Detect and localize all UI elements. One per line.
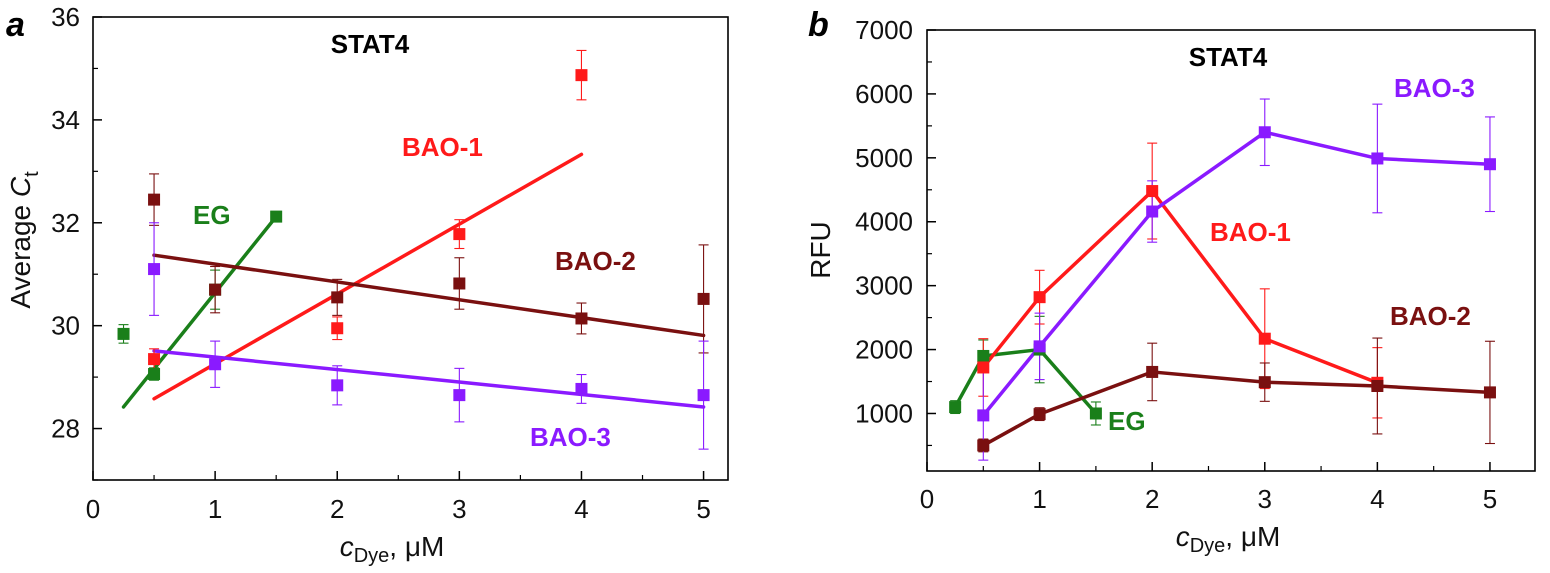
bao-1-data-point bbox=[453, 228, 466, 241]
bao-3-data-point bbox=[1146, 205, 1159, 218]
bao-2-data-point bbox=[331, 291, 344, 304]
y-tick-label: 4000 bbox=[855, 207, 913, 237]
y-tick-label: 5000 bbox=[855, 143, 913, 173]
bao-2-data-point bbox=[209, 283, 222, 296]
bao-1-data-point bbox=[331, 322, 344, 335]
x-tick-label: 0 bbox=[86, 494, 100, 524]
bao-2-series-line bbox=[982, 370, 1491, 447]
bao-3-data-point bbox=[1483, 158, 1496, 171]
bao-1-data-point bbox=[1258, 332, 1271, 345]
eg-series-line bbox=[953, 347, 1098, 415]
bao-2-data-point bbox=[453, 277, 466, 290]
bao-1-data-point bbox=[977, 361, 990, 374]
panel-b-plot-frame bbox=[926, 29, 1536, 472]
panel-b-title: STAT4 bbox=[1189, 42, 1268, 72]
y-tick-label: 28 bbox=[51, 414, 80, 444]
bao-3-series-line bbox=[981, 130, 1491, 417]
bao-2-data-point bbox=[575, 312, 588, 325]
bao-2-data-point bbox=[1371, 379, 1384, 392]
bao-3-series-label: BAO-3 bbox=[530, 422, 611, 452]
bao-1-data-point bbox=[575, 69, 588, 82]
panel-a-title: STAT4 bbox=[331, 29, 410, 59]
panel-b-points bbox=[949, 126, 1496, 452]
panel-a-xlabel: cDye, μM bbox=[340, 531, 445, 567]
bao-2-data-point bbox=[1258, 376, 1271, 389]
bao-3-series-label: BAO-3 bbox=[1394, 73, 1475, 103]
y-tick-label: 34 bbox=[51, 105, 80, 135]
eg-data-point bbox=[1089, 407, 1102, 420]
bao-3-data-point bbox=[331, 379, 344, 392]
y-tick-label: 6000 bbox=[855, 79, 913, 109]
panel-b-series-lines bbox=[953, 130, 1491, 447]
eg-data-point bbox=[117, 327, 130, 340]
bao-3-data-point bbox=[1371, 152, 1384, 165]
panel-b-ticks: 0 1 2 3 4 5 1000 2000 3000 4000 5000 6000 7000 bbox=[855, 15, 1497, 514]
panel-a-ylabel: Average Ct bbox=[5, 171, 43, 309]
y-tick-label: 32 bbox=[51, 208, 80, 238]
panel-a-letter: a bbox=[6, 6, 25, 44]
bao-3-data-point bbox=[575, 382, 588, 395]
bao-2-data-point bbox=[977, 439, 990, 452]
bao-1-data-point bbox=[148, 353, 161, 366]
panel-a-plot-frame bbox=[92, 16, 729, 481]
x-tick-label: 0 bbox=[920, 484, 934, 514]
y-tick-label: 1000 bbox=[855, 398, 913, 428]
x-tick-label: 4 bbox=[1370, 484, 1384, 514]
y-tick-label: 3000 bbox=[855, 271, 913, 301]
x-tick-label: 4 bbox=[574, 494, 588, 524]
panel-a-series-labels: EG BAO-1 BAO-2 BAO-3 bbox=[193, 132, 636, 452]
x-tick-label: 1 bbox=[1032, 484, 1046, 514]
bao-2-data-point bbox=[697, 292, 710, 305]
bao-3-data-point bbox=[697, 389, 710, 402]
panel-b-error-bars bbox=[950, 98, 1495, 461]
y-tick-label: 30 bbox=[51, 311, 80, 341]
eg-data-point bbox=[270, 210, 283, 223]
x-tick-label: 2 bbox=[1145, 484, 1159, 514]
x-tick-label: 1 bbox=[208, 494, 222, 524]
bao-3-data-point bbox=[1033, 340, 1046, 353]
bao-3-data-point bbox=[1258, 126, 1271, 139]
eg-data-point bbox=[148, 368, 161, 381]
bao-2-data-point bbox=[1033, 408, 1046, 421]
bao-1-data-point bbox=[1146, 185, 1159, 198]
bao-1-series-label: BAO-1 bbox=[1210, 217, 1291, 247]
bao-3-fit-line bbox=[152, 349, 706, 409]
bao-1-data-point bbox=[1033, 291, 1046, 304]
panel-b-series-labels: EG BAO-1 BAO-2 BAO-3 bbox=[1108, 73, 1475, 436]
bao-1-series-label: BAO-1 bbox=[402, 132, 483, 162]
panel-b-xlabel: cDye, μM bbox=[1176, 521, 1281, 557]
bao-3-data-point bbox=[209, 358, 222, 371]
eg-fit-line bbox=[121, 214, 278, 409]
panel-a-points bbox=[117, 69, 710, 402]
panel-b: b STAT4 0 1 2 3 4 5 1000 2000 3000 4000 5000 6000 70… bbox=[805, 6, 1536, 557]
bao-2-fit-line bbox=[152, 253, 706, 338]
bao-3-data-point bbox=[148, 263, 161, 276]
bao-2-series-label: BAO-2 bbox=[555, 246, 636, 276]
y-tick-label: 2000 bbox=[855, 335, 913, 365]
panel-b-letter: b bbox=[808, 6, 829, 44]
x-tick-label: 3 bbox=[1258, 484, 1272, 514]
x-tick-label: 2 bbox=[330, 494, 344, 524]
bao-2-data-point bbox=[1146, 365, 1159, 378]
eg-series-label: EG bbox=[1108, 406, 1146, 436]
x-tick-label: 3 bbox=[452, 494, 466, 524]
x-tick-label: 5 bbox=[696, 494, 710, 524]
bao-2-data-point bbox=[1483, 386, 1496, 399]
y-tick-label: 36 bbox=[51, 2, 80, 32]
eg-data-point bbox=[949, 401, 962, 414]
y-tick-label: 7000 bbox=[855, 15, 913, 45]
bao-3-data-point bbox=[977, 409, 990, 422]
bao-3-data-point bbox=[453, 389, 466, 402]
bao-2-series-label: BAO-2 bbox=[1390, 301, 1471, 331]
eg-data-point bbox=[977, 349, 990, 362]
bao-2-data-point bbox=[148, 193, 161, 206]
eg-series-label: EG bbox=[193, 200, 231, 230]
x-tick-label: 5 bbox=[1483, 484, 1497, 514]
panel-b-ylabel: RFU bbox=[805, 221, 836, 279]
